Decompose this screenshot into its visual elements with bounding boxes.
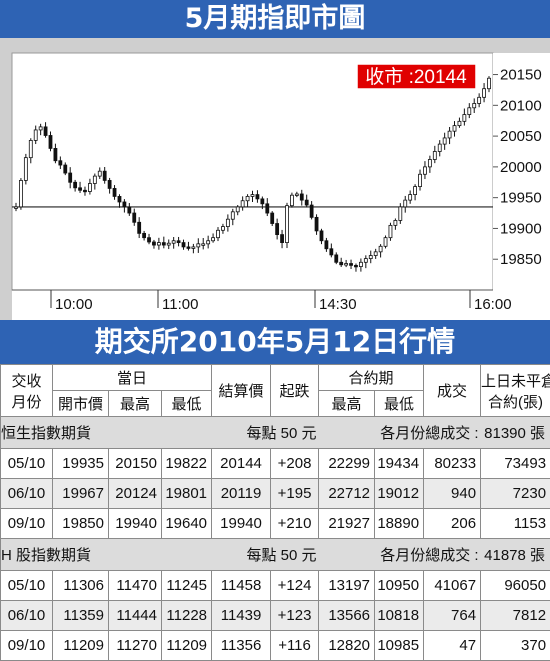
x-tick-label: 14:30 (319, 296, 357, 313)
settle-header: 結算價 (212, 365, 271, 417)
chart-title-banner: 5月期指即市圖 (0, 0, 550, 38)
section-total-value: 41878 張 (481, 539, 550, 571)
section-point-value: 每點 50 元 (162, 417, 319, 449)
quotes-table: 交收月份 當日 結算價 起跌 合約期 成交 上日未平倉合約(張) 開市價 最高 … (0, 364, 550, 661)
close-label: 收市 :20144 (365, 66, 467, 88)
y-tick-label: 20050 (500, 128, 542, 145)
section-point-value: 每點 50 元 (162, 539, 319, 571)
y-tick-label: 20000 (500, 159, 542, 176)
close-label-box: 收市 :20144 (357, 64, 476, 89)
candle (271, 211, 274, 226)
section-name: 恒生指數期貨 (1, 417, 162, 449)
section-row: 恒生指數期貨 每點 50 元 各月份總成交 : 81390 張 (1, 417, 550, 449)
section-total-value: 81390 張 (481, 417, 550, 449)
section-total-label: 各月份總成交 : (319, 539, 481, 571)
table-row: 09/10 19850 19940 19640 19940 +210 21927… (1, 509, 550, 539)
x-tick-label: 16:00 (474, 296, 512, 313)
contract-period-header: 合約期 (319, 365, 424, 391)
high-header: 最高 (109, 391, 162, 417)
y-tick-label: 19900 (500, 220, 542, 237)
low-header: 最低 (162, 391, 212, 417)
section-row: H 股指數期貨 每點 50 元 各月份總成交 : 41878 張 (1, 539, 550, 571)
y-tick-label: 19850 (500, 251, 542, 268)
candle (290, 193, 293, 208)
y-tick-label: 19950 (500, 190, 542, 207)
candle (285, 203, 288, 248)
table-row: 05/10 11306 11470 11245 11458 +124 13197… (1, 571, 550, 601)
y-tick-label: 20150 (500, 67, 542, 84)
contract-high-header: 最高 (319, 391, 375, 417)
table-row: 05/10 19935 20150 19822 20144 +208 22299… (1, 449, 550, 479)
table-row: 09/10 11209 11270 11209 11356 +116 12820… (1, 631, 550, 661)
candle (384, 235, 387, 248)
open-interest-header: 上日未平倉合約(張) (481, 365, 550, 417)
change-header: 起跌 (271, 365, 319, 417)
quotes-banner: 期交所2010年5月12日行情 (0, 320, 550, 364)
open-header: 開市價 (53, 391, 109, 417)
section-total-label: 各月份總成交 : (319, 417, 481, 449)
delivery-month-header: 交收月份 (1, 365, 53, 417)
candle (24, 154, 27, 185)
table-row: 06/10 11359 11444 11228 11439 +123 13566… (1, 601, 550, 631)
turnover-header: 成交 (424, 365, 481, 417)
x-tick-label: 11:00 (162, 296, 198, 313)
intraday-chart: 20150 20100 20050 20000 19950 19900 19850 10:0… (0, 38, 550, 320)
contract-low-header: 最低 (375, 391, 424, 417)
same-day-header: 當日 (53, 365, 212, 391)
x-tick-label: 10:00 (55, 296, 93, 313)
candle (19, 178, 22, 210)
bottom-axis-panel (12, 290, 550, 320)
chart-frame: 20150 20100 20050 20000 19950 19900 19850 10:0… (0, 38, 550, 320)
table-row: 06/10 19967 20124 19801 20119 +195 22712… (1, 479, 550, 509)
y-tick-label: 20100 (500, 97, 542, 114)
section-name: H 股指數期貨 (1, 539, 162, 571)
